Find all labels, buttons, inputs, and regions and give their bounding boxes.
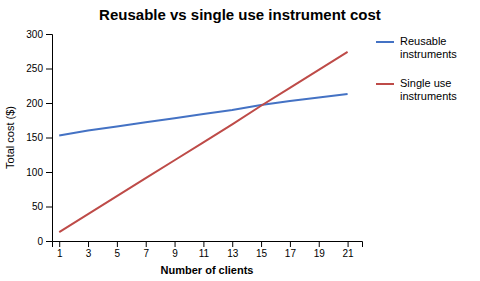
title: Reusable vs single use instrument cost — [99, 6, 381, 23]
series-line — [59, 94, 347, 135]
y-tick: 250 — [26, 63, 52, 74]
legend-swatch — [376, 83, 394, 85]
legend: ReusableinstrumentsSingle useinstruments — [376, 35, 457, 102]
x-tick-mark — [290, 241, 291, 247]
series-line — [59, 52, 347, 232]
y-tick-mark — [46, 69, 52, 70]
y-tick-mark — [46, 241, 52, 242]
y-tick-label: 300 — [26, 29, 43, 40]
x-tick-mark — [203, 241, 204, 247]
x-tick: 19 — [314, 241, 326, 259]
legend-item: Reusableinstruments — [376, 35, 457, 60]
x-tick-label: 7 — [143, 248, 149, 259]
y-tick-label: 50 — [32, 201, 44, 212]
x-tick-mark — [175, 241, 176, 247]
x-tick-label: 19 — [314, 248, 326, 259]
x-tick-label: 17 — [285, 248, 297, 259]
x-axis: 13579111315171921 — [53, 241, 363, 259]
y-axis: 0 50 100 150 200 250 300 — [26, 29, 52, 247]
x-tick-mark — [59, 241, 60, 247]
x-axis-line — [53, 242, 363, 248]
legend-label-line: Single use — [400, 77, 451, 89]
y-tick: 150 — [26, 132, 52, 143]
y-tick-label: 0 — [37, 236, 43, 247]
legend-label-line: Reusable — [400, 35, 446, 47]
legend-swatch — [376, 41, 394, 43]
x-tick: 9 — [172, 241, 178, 259]
x-tick: 13 — [227, 241, 239, 259]
chart: Reusable vs single use instrument cost13… — [0, 0, 480, 281]
y-tick-mark — [46, 207, 52, 208]
x-tick-mark — [117, 241, 118, 247]
y-axis-line — [46, 35, 53, 242]
x-tick-label: 9 — [172, 248, 178, 259]
legend-label-line: instruments — [400, 90, 457, 102]
x-tick: 17 — [285, 241, 297, 259]
x-tick-label: 11 — [199, 248, 210, 259]
legend-label-line: instruments — [400, 48, 457, 60]
x-tick: 3 — [86, 241, 92, 259]
y-tick-mark — [46, 172, 52, 173]
y-tick: 100 — [26, 167, 52, 178]
legend-item: Single useinstruments — [376, 77, 457, 102]
x-tick: 7 — [143, 241, 149, 259]
x-tick-label: 1 — [57, 248, 63, 259]
x-tick-label: 21 — [343, 248, 355, 259]
x-tick-label: 5 — [115, 248, 121, 259]
x-tick-mark — [261, 241, 262, 247]
x-tick-mark — [348, 241, 349, 247]
y-tick-mark — [46, 34, 52, 35]
x-tick-mark — [232, 241, 233, 247]
legend-label: Single useinstruments — [400, 77, 457, 102]
y-tick: 300 — [26, 29, 52, 40]
y-tick: 200 — [26, 98, 52, 109]
x-tick: 5 — [115, 241, 121, 259]
x-tick-label: 3 — [86, 248, 92, 259]
x-tick-label: 13 — [227, 248, 239, 259]
x-axis-title: Number of clients — [161, 264, 254, 276]
y-tick: 50 — [32, 201, 52, 212]
x-tick-mark — [146, 241, 147, 247]
x-tick-label: 15 — [256, 248, 268, 259]
y-tick: 0 — [37, 236, 52, 247]
y-tick-label: 150 — [26, 132, 43, 143]
y-axis-title: Total cost ($) — [4, 106, 16, 169]
x-tick: 1 — [57, 241, 63, 259]
y-tick-label: 250 — [26, 63, 43, 74]
plot-area — [59, 52, 347, 232]
x-tick-mark — [319, 241, 320, 247]
y-tick-mark — [46, 138, 52, 139]
legend-label: Reusableinstruments — [400, 35, 457, 60]
x-tick: 21 — [343, 241, 355, 259]
y-tick-label: 200 — [26, 98, 43, 109]
x-tick: 15 — [256, 241, 268, 259]
x-tick: 11 — [199, 241, 210, 259]
x-tick-mark — [88, 241, 89, 247]
y-tick-label: 100 — [26, 167, 43, 178]
y-tick-mark — [46, 103, 52, 104]
